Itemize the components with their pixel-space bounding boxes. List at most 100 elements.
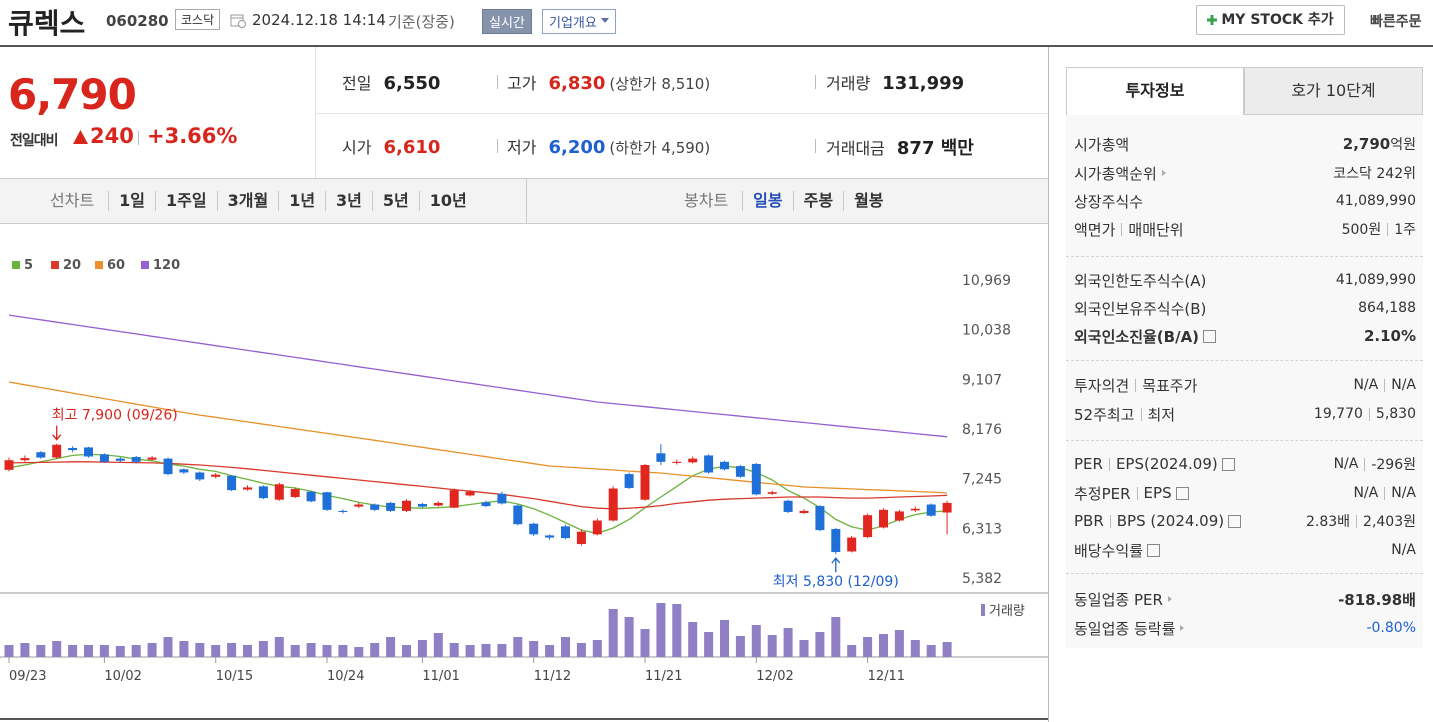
- change-sep: [138, 131, 139, 145]
- separator: [1384, 486, 1386, 500]
- summary-limit: (상한가 8,510): [609, 75, 711, 93]
- candle-body: [99, 454, 109, 462]
- y-tick-label: 5,382: [962, 571, 1002, 587]
- volume-bar: [179, 641, 189, 657]
- moving-average-line: [8, 381, 948, 494]
- value-text: N/A: [1353, 485, 1379, 501]
- candle-body: [529, 523, 539, 535]
- change-amount: 240: [90, 124, 134, 148]
- candle-body: [402, 500, 411, 511]
- volume-bar: [147, 643, 157, 657]
- volume-bar: [131, 645, 141, 657]
- realtime-button[interactable]: 실시간: [482, 9, 532, 34]
- arrow-icon: [1167, 596, 1172, 602]
- period-tab[interactable]: 1일: [108, 191, 155, 211]
- volume-bar: [306, 643, 316, 657]
- info-value: N/A N/A: [1353, 377, 1416, 393]
- info-value: 41,089,990: [1336, 272, 1416, 288]
- period-tab[interactable]: 10년: [418, 191, 477, 211]
- info-label: 투자의견 목표주가: [1074, 375, 1197, 396]
- x-tick-label: 11/12: [534, 669, 571, 684]
- period-tab[interactable]: 1년: [278, 191, 325, 211]
- volume-bar: [258, 641, 268, 657]
- mystock-button[interactable]: MY STOCK 추가: [1196, 5, 1345, 35]
- tab-divider: [526, 179, 527, 223]
- candle-body: [36, 452, 46, 458]
- value-text: 2.83배: [1305, 514, 1351, 530]
- candle-body: [847, 537, 857, 552]
- summary-cell: 거래량 131,999: [826, 70, 964, 94]
- candle-body: [656, 453, 666, 462]
- label-text: EPS(2024.09): [1115, 455, 1218, 473]
- candle-body: [608, 488, 618, 521]
- info-row: 시가총액순위 코스닥 242위: [1074, 162, 1416, 184]
- value-text: 코스닥 242위: [1333, 166, 1416, 182]
- candle-body: [417, 503, 427, 507]
- separator: [1368, 407, 1370, 421]
- candle-body: [831, 529, 841, 552]
- summary-value: 6,200: [548, 137, 606, 158]
- line-tabs: 선차트 1일 1주일 3개월 1년 3년 5년 10년: [40, 191, 477, 211]
- candle-body: [545, 535, 555, 538]
- summary-cell: 거래대금 877 백만: [826, 134, 974, 160]
- candle-body: [735, 466, 745, 477]
- volume-bar: [894, 630, 904, 657]
- candle-body: [465, 491, 475, 496]
- label-text: 동일업종 PER: [1074, 590, 1163, 609]
- info-value: -818.98배: [1338, 589, 1416, 610]
- side-tab-active[interactable]: 투자정보: [1066, 67, 1244, 115]
- moving-average-line: [8, 453, 948, 534]
- value-text: 864,188: [1358, 300, 1416, 316]
- period-tab[interactable]: 5년: [371, 191, 419, 211]
- info-row: 외국인한도주식수(A) 41,089,990: [1074, 269, 1416, 291]
- info-row: PER EPS(2024.09) N/A -296원: [1074, 453, 1416, 475]
- help-icon[interactable]: [1203, 329, 1217, 343]
- value-text: N/A: [1353, 377, 1379, 393]
- candle-body: [704, 455, 714, 473]
- candle-body: [322, 492, 332, 510]
- help-icon[interactable]: [1228, 514, 1242, 528]
- side-tab[interactable]: 호가 10단계: [1244, 67, 1423, 115]
- help-icon[interactable]: [1147, 543, 1161, 557]
- volume-bar: [274, 637, 284, 657]
- x-tick-label: 09/23: [9, 669, 46, 684]
- market-badge: 코스닥: [175, 9, 221, 30]
- info-label: 외국인보유주식수(B): [1074, 298, 1206, 319]
- candle-body: [131, 457, 141, 462]
- quick-order[interactable]: 빠른주문: [1370, 14, 1422, 30]
- info-row: 52주최고 최저 19,770 5,830: [1074, 403, 1416, 425]
- candle-tab[interactable]: 주봉: [792, 191, 843, 211]
- value-text: 2,403원: [1363, 514, 1416, 530]
- volume-bar: [942, 642, 952, 657]
- volume-bar: [608, 609, 618, 657]
- volume-bar: [20, 643, 30, 657]
- volume-bar: [227, 643, 237, 657]
- summary-cell: 전일 6,550: [342, 70, 440, 94]
- help-icon[interactable]: [1221, 457, 1235, 471]
- candle-tab[interactable]: 월봉: [843, 191, 893, 211]
- volume-legend-label: 거래량: [989, 604, 1025, 619]
- candle-body: [561, 526, 570, 539]
- volume-bar: [561, 637, 570, 657]
- period-tab[interactable]: 3년: [325, 191, 372, 211]
- volume-bar: [831, 617, 841, 657]
- candle-body: [767, 492, 777, 494]
- separator: [1121, 222, 1123, 236]
- period-tab[interactable]: 3개월: [216, 191, 279, 211]
- volume-bar: [99, 645, 109, 657]
- y-tick-label: 10,038: [962, 323, 1011, 339]
- info-row: 외국인소진율(B/A) 2.10%: [1074, 325, 1416, 347]
- candle-tab[interactable]: 일봉: [742, 191, 792, 211]
- info-row: PBR BPS (2024.09) 2.83배 2,403원: [1074, 510, 1416, 532]
- stock-chart: 5 20 60 120 거래량 5,382 6,313 7,245 8,176 9,107 10,0…: [0, 258, 1048, 720]
- overview-dropdown[interactable]: 기업개요: [542, 9, 616, 34]
- side-tab-label: 투자정보: [1125, 81, 1185, 100]
- period-tab[interactable]: 1주일: [155, 191, 217, 211]
- candle-body: [879, 509, 888, 528]
- help-icon[interactable]: [1175, 486, 1189, 500]
- candle-body: [720, 461, 729, 470]
- candle-body: [370, 504, 380, 510]
- candle-body: [274, 484, 284, 500]
- change-label: 전일대비: [10, 133, 59, 149]
